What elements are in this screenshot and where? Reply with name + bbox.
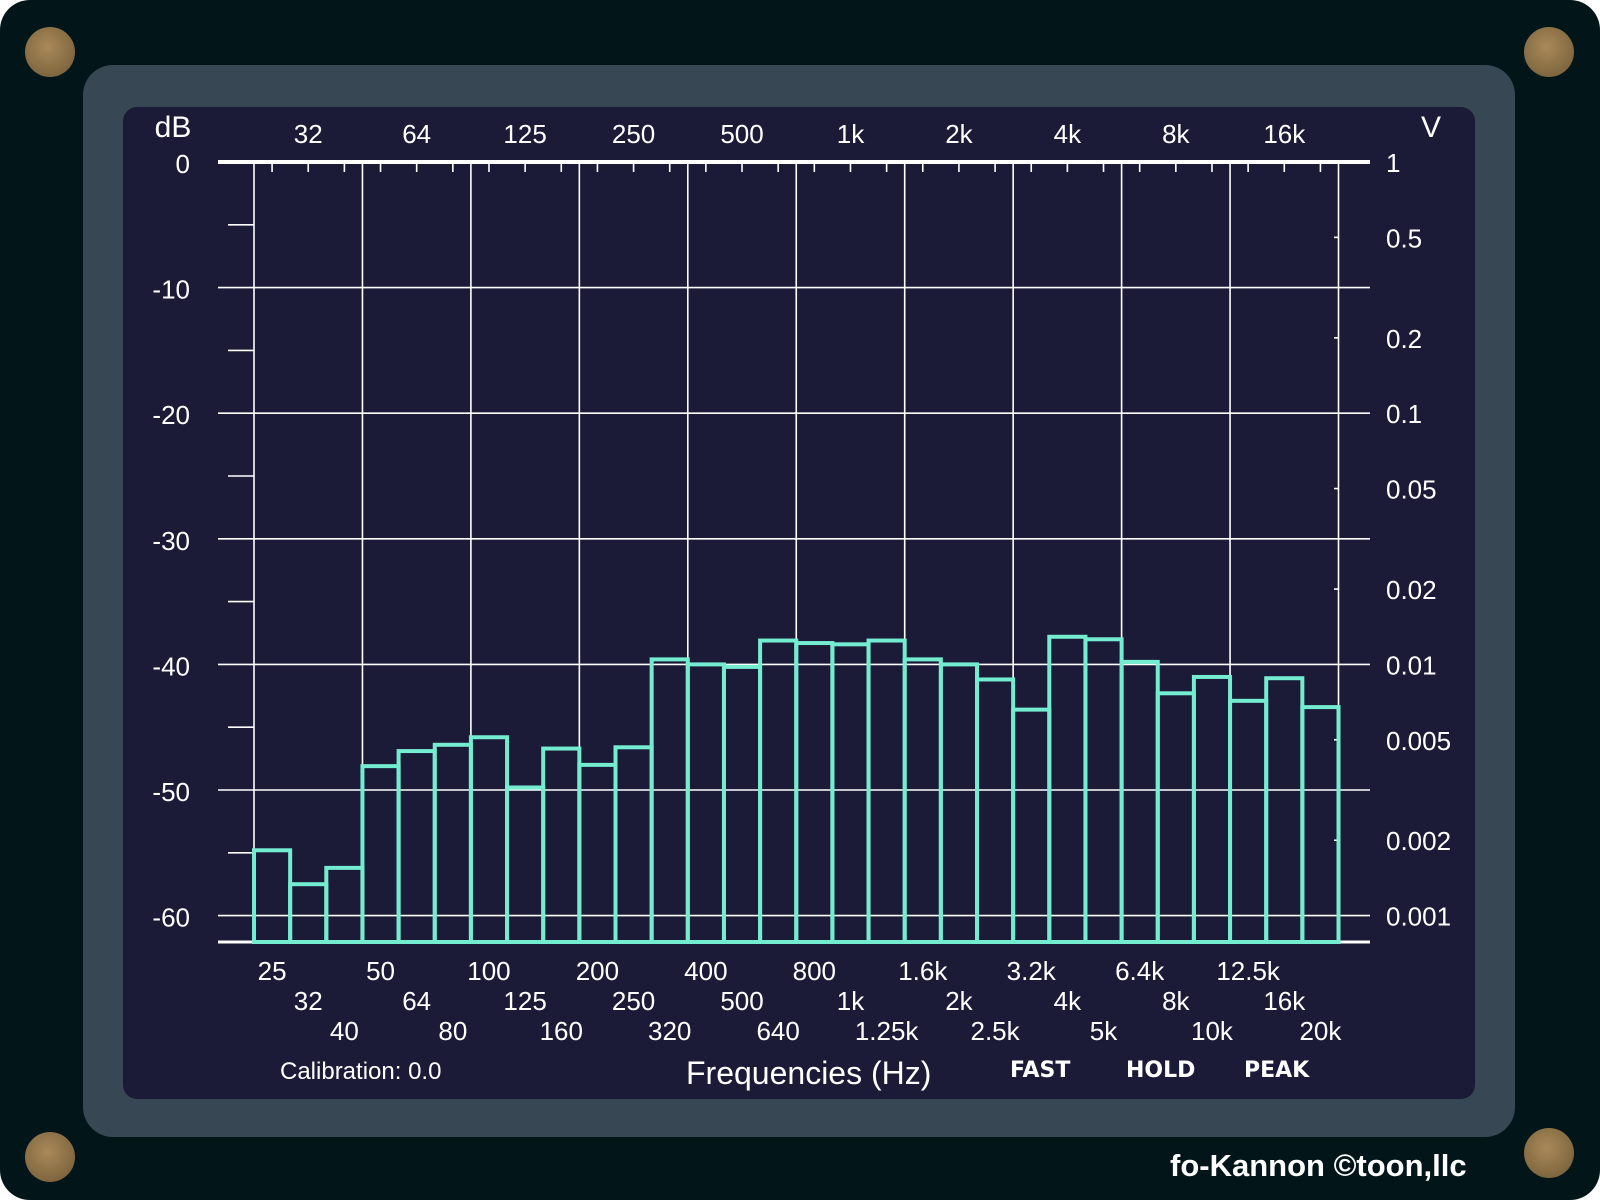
- y-left-tick-label: -60: [152, 903, 190, 933]
- bar: [505, 785, 546, 944]
- x-tick-label: 640: [756, 1016, 799, 1046]
- top-freq-label: 1k: [837, 119, 865, 149]
- x-tick-label: 20k: [1299, 1016, 1342, 1046]
- x-tick-label: 500: [720, 986, 763, 1016]
- x-tick-label: 6.4k: [1115, 956, 1165, 986]
- bar: [685, 662, 726, 945]
- bar: [1011, 707, 1052, 945]
- x-tick-label: 160: [540, 1016, 583, 1046]
- x-tick-label: 2k: [945, 986, 973, 1016]
- brand-label: fo-Kannon ©toon,llc: [1170, 1148, 1467, 1183]
- bar: [649, 657, 690, 944]
- x-tick-label: 32: [294, 986, 323, 1016]
- bar: [1119, 659, 1160, 944]
- bar: [396, 749, 437, 945]
- y-right-tick-label: 0.002: [1386, 826, 1451, 856]
- x-tick-label: 64: [402, 986, 431, 1016]
- top-freq-label: 250: [612, 119, 655, 149]
- bar: [1191, 674, 1233, 945]
- top-freq-label: 125: [503, 119, 546, 149]
- screw-icon: [25, 27, 75, 77]
- bar: [252, 848, 293, 945]
- x-tick-label: 125: [503, 986, 546, 1016]
- x-tick-label: 800: [793, 956, 836, 986]
- y-left-tick-label: -50: [152, 777, 190, 807]
- x-tick-label: 4k: [1054, 986, 1082, 1016]
- y-right-tick-label: 0.1: [1386, 399, 1422, 429]
- y-right-unit-label: V: [1421, 111, 1441, 144]
- screw-icon: [25, 1132, 75, 1182]
- y-right-tick-label: 0.001: [1386, 902, 1451, 932]
- x-tick-label: 1.6k: [898, 956, 948, 986]
- x-tick-label: 320: [648, 1016, 691, 1046]
- top-freq-label: 64: [402, 119, 431, 149]
- x-tick-label: 3.2k: [1007, 956, 1057, 986]
- bar: [288, 882, 329, 945]
- x-tick-label: 5k: [1090, 1016, 1118, 1046]
- x-tick-label: 400: [684, 956, 727, 986]
- x-axis-title: Frequencies (Hz): [686, 1055, 932, 1091]
- y-right-tick-label: 1: [1386, 148, 1400, 178]
- bar: [324, 865, 365, 945]
- y-left-tick-label: 0: [176, 149, 190, 179]
- calibration-readout: Calibration: 0.0: [280, 1058, 442, 1085]
- top-freq-label: 500: [720, 119, 763, 149]
- x-tick-label: 40: [330, 1016, 359, 1046]
- bar: [1155, 691, 1196, 945]
- x-tick-label: 100: [467, 956, 510, 986]
- top-freq-label: 16k: [1263, 119, 1306, 149]
- y-right-tick-label: 0.02: [1386, 575, 1437, 605]
- bar: [866, 638, 907, 944]
- x-tick-label: 80: [438, 1016, 467, 1046]
- y-right-tick-label: 0.2: [1386, 324, 1422, 354]
- bar: [468, 735, 510, 944]
- fast-button[interactable]: FAST: [1010, 1058, 1071, 1083]
- hold-button[interactable]: HOLD: [1126, 1058, 1196, 1083]
- top-freq-label: 2k: [945, 119, 973, 149]
- y-left-tick-label: -20: [152, 400, 190, 430]
- bar: [613, 745, 654, 945]
- bar: [830, 642, 871, 945]
- bar: [794, 641, 835, 944]
- y-right-tick-label: 0.01: [1386, 650, 1437, 680]
- y-left-tick-label: -30: [152, 526, 190, 556]
- y-right-tick-label: 0.005: [1386, 726, 1451, 756]
- screw-icon: [1524, 1128, 1574, 1178]
- x-tick-label: 16k: [1263, 986, 1306, 1016]
- x-tick-label: 250: [612, 986, 655, 1016]
- x-tick-label: 1.25k: [855, 1016, 920, 1046]
- y-right-tick-label: 0.5: [1386, 223, 1422, 253]
- bar: [721, 664, 763, 944]
- analyzer-screen: [123, 107, 1475, 1099]
- x-tick-label: 25: [258, 956, 287, 986]
- x-tick-label: 1k: [837, 986, 865, 1016]
- bar: [432, 742, 473, 944]
- top-freq-label: 32: [294, 119, 323, 149]
- screw-icon: [1524, 27, 1574, 77]
- bar: [758, 638, 799, 944]
- y-left-tick-label: -10: [152, 275, 190, 305]
- bar: [975, 677, 1016, 944]
- bar: [1264, 676, 1305, 944]
- y-left-unit-label: dB: [155, 111, 192, 144]
- x-tick-label: 10k: [1191, 1016, 1234, 1046]
- y-left-tick-label: -40: [152, 651, 190, 681]
- top-freq-label: 4k: [1054, 119, 1082, 149]
- x-tick-label: 8k: [1162, 986, 1190, 1016]
- x-tick-label: 2.5k: [970, 1016, 1020, 1046]
- peak-button[interactable]: PEAK: [1244, 1058, 1310, 1083]
- bar: [938, 662, 979, 945]
- bar: [1300, 705, 1341, 944]
- x-tick-label: 50: [366, 956, 395, 986]
- bar: [1228, 698, 1269, 944]
- y-right-tick-label: 0.05: [1386, 475, 1437, 505]
- bar: [541, 746, 582, 944]
- top-freq-label: 8k: [1162, 119, 1190, 149]
- x-tick-label: 12.5k: [1216, 956, 1281, 986]
- bar: [902, 657, 943, 944]
- x-tick-label: 200: [576, 956, 619, 986]
